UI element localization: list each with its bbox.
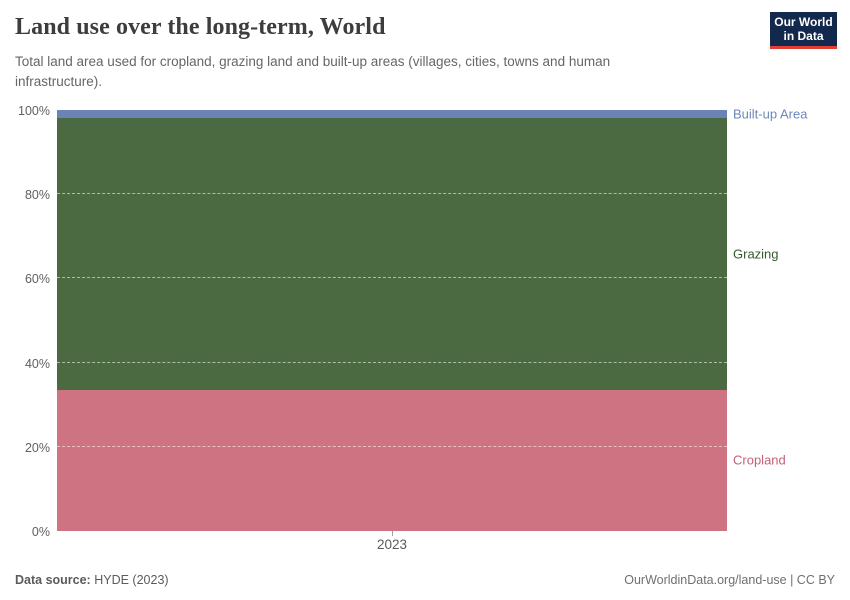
gridline-80 [57,193,727,195]
y-tick-label-40: 40% [24,356,50,371]
y-tick-label-0: 0% [31,525,50,539]
page-title: Land use over the long-term, World [15,14,386,40]
plot-area[interactable] [57,109,727,531]
area-grazing[interactable] [57,118,727,390]
chart-subtitle: Total land area used for cropland, grazi… [15,54,611,89]
gridline-60 [57,277,727,279]
area-built-up-area[interactable] [57,110,727,119]
gridline-100 [57,109,727,110]
owid-logo[interactable]: Our World in Data [770,12,837,49]
gridline-20 [57,445,727,447]
chart-footer: Data source: HYDE (2023) OurWorldinData.… [15,573,835,587]
series-label-built-up-area[interactable]: Built-up Area [733,106,808,122]
gridline-40 [57,361,727,363]
x-tick-label: 2023 [376,537,408,552]
series-labels: Built-up Area Grazing Cropland [733,106,845,531]
owid-logo-line2: in Data [783,29,824,43]
area-cropland[interactable] [57,389,727,531]
x-tick-mark [392,531,393,536]
x-axis: 2023 [57,531,727,557]
owid-logo-line1: Our World [774,14,833,29]
stacked-areas [57,110,727,531]
data-source-label: Data source: [15,573,91,587]
data-source-value: HYDE (2023) [94,573,169,587]
y-tick-label-100: 100% [18,104,50,118]
y-tick-label-60: 60% [24,272,50,287]
y-tick-label-20: 20% [24,440,50,455]
series-label-cropland[interactable]: Cropland [733,452,786,468]
citation-link[interactable]: OurWorldinData.org/land-use | CC BY [624,573,835,587]
y-axis: 0% 20% 40% 60% 80% 100% [0,104,50,539]
data-source: Data source: HYDE (2023) [15,573,169,587]
y-tick-label-80: 80% [24,188,50,203]
series-label-grazing[interactable]: Grazing [733,246,779,262]
